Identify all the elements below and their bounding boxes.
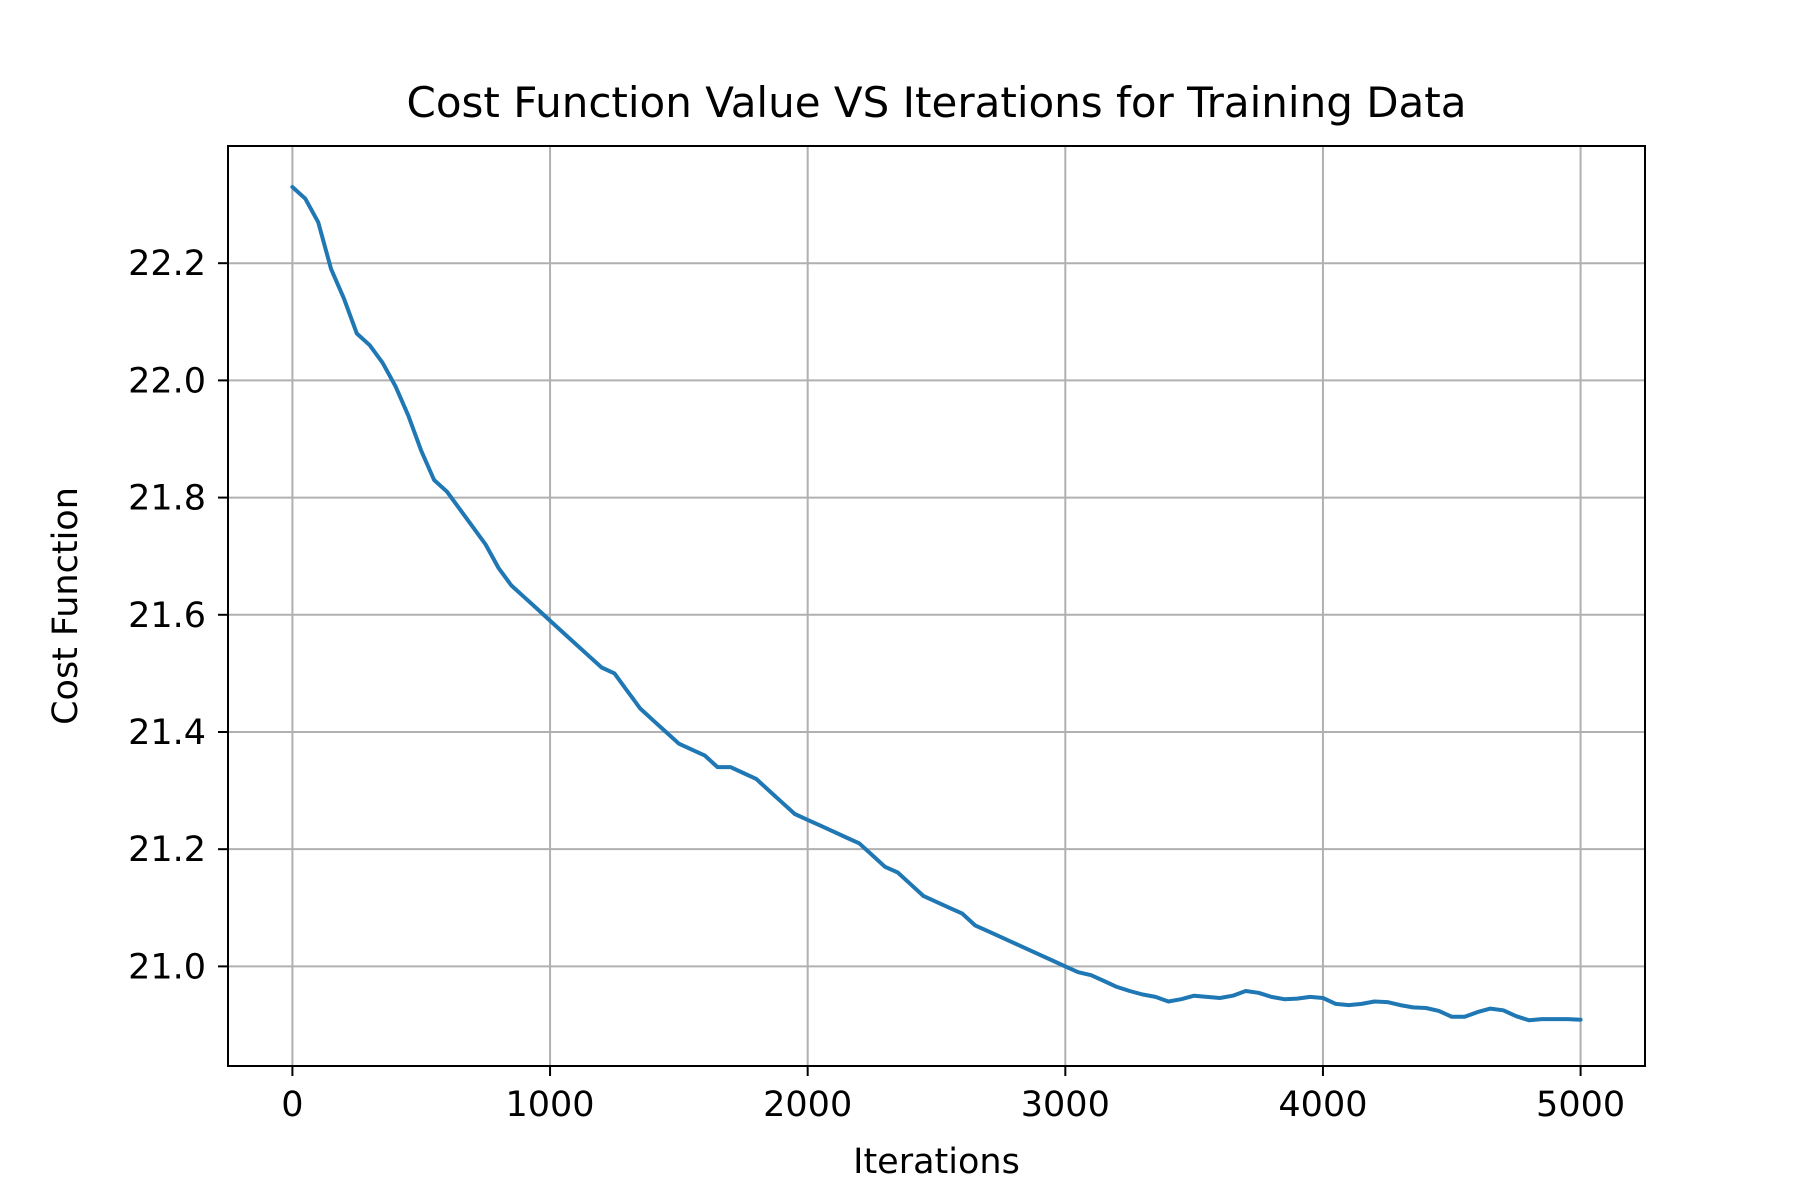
- chart-title: Cost Function Value VS Iterations for Tr…: [407, 78, 1467, 127]
- x-tick-label: 3000: [1021, 1085, 1110, 1125]
- x-tick-label: 1000: [506, 1085, 595, 1125]
- y-tick-label: 21.8: [128, 479, 206, 519]
- y-tick-label: 21.4: [128, 713, 206, 753]
- ticks: 0 1000 2000 3000 4000 5000 21.0 21.2 21.4 21.6 21.…: [128, 244, 1625, 1125]
- x-tick-label: 0: [281, 1085, 303, 1125]
- y-tick-label: 22.2: [128, 244, 206, 284]
- x-tick-label: 5000: [1536, 1085, 1625, 1125]
- series-line-0: [290, 185, 1583, 1023]
- x-tick-label: 4000: [1278, 1085, 1367, 1125]
- y-axis-label: Cost Function: [46, 487, 86, 725]
- y-tick-label: 21.2: [128, 830, 206, 870]
- y-tick-label: 22.0: [128, 361, 206, 401]
- x-tick-label: 2000: [763, 1085, 852, 1125]
- x-axis-label: Iterations: [853, 1142, 1020, 1182]
- plot-frame: [227, 145, 1646, 1067]
- series-layer: [290, 185, 1583, 1023]
- y-tick-label: 21.6: [128, 596, 206, 636]
- y-tick-label: 21.0: [128, 947, 206, 987]
- grid: [228, 146, 1645, 1066]
